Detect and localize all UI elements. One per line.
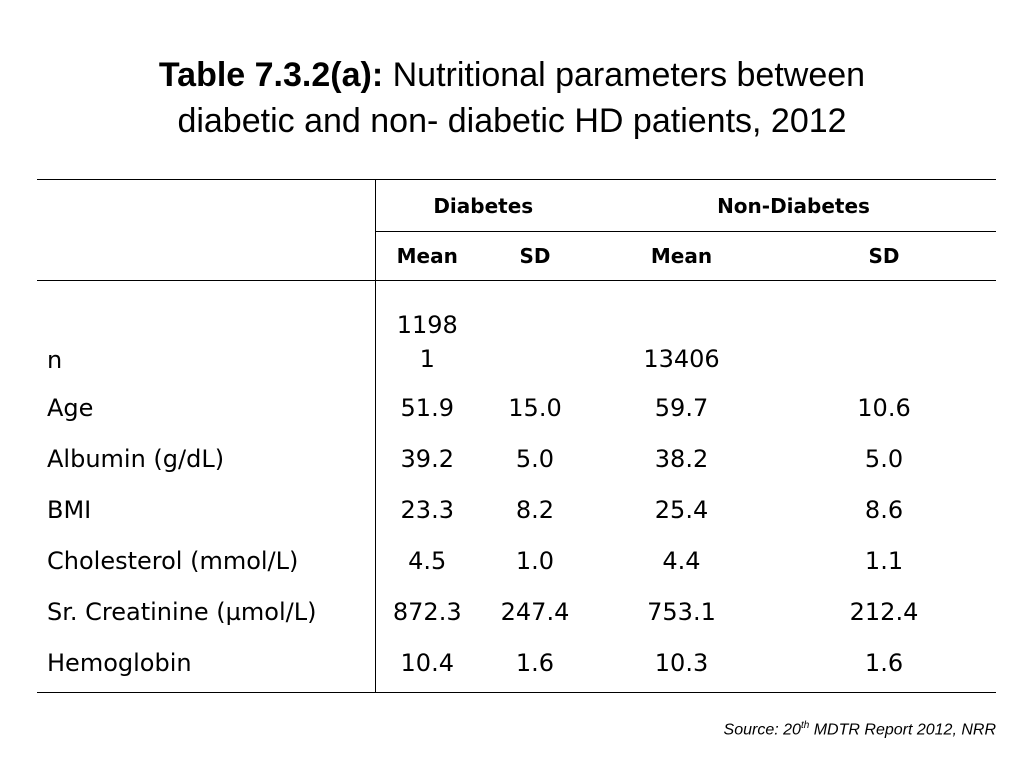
cell-diabetes-mean: 1198 1 [375,281,479,383]
subheader-non-diabetes-mean: Mean [650,244,713,268]
row-label: Albumin (g/dL) [37,433,376,484]
title-line1-rest: Nutritional parameters between [383,56,866,94]
cell-diabetes-mean-line1: 1198 [396,311,458,339]
title-line-2: diabetic and non- diabetic HD patients, … [177,102,847,140]
group-header-row: Diabetes Non-Diabetes [37,179,997,281]
cell-non-diabetes-sd: 212.4 [849,597,919,626]
table-body: n 1198 1 13406 Age 51.9 15.0 59.7 10.6 Al… [37,280,997,693]
row-label: Hemoglobin [37,637,376,693]
cell-diabetes-mean: 51.9 [400,393,454,422]
page-title: Table 7.3.2(a): Nutritional parameters b… [0,52,1024,144]
cell-non-diabetes-sd: 1.1 [864,546,904,575]
cell-diabetes-mean: 10.4 [400,648,454,677]
subheader-non-diabetes-sd: SD [868,244,900,268]
title-prefix: Table 7.3.2(a): [158,56,384,94]
cell-non-diabetes-sd: 1.6 [864,648,904,677]
cell-non-diabetes-sd: 5.0 [864,444,904,473]
cell-diabetes-sd: 247.4 [500,597,570,626]
cell-diabetes-mean: 872.3 [392,597,462,626]
table-row: Hemoglobin 10.4 1.6 10.3 1.6 [37,637,997,693]
table-row: Age 51.9 15.0 59.7 10.6 [37,382,996,433]
subheader-row: Mean SD Mean SD [37,232,997,281]
cell-diabetes-sd [479,281,591,383]
cell-diabetes-mean: 4.5 [408,546,447,575]
table-row: Sr. Creatinine (µmol/L) 872.3 247.4 753.… [37,586,996,637]
cell-non-diabetes-sd [772,281,996,383]
cell-non-diabetes-mean: 753.1 [647,597,716,626]
table-row: Albumin (g/dL) 39.2 5.0 38.2 5.0 [37,433,996,484]
row-label: Sr. Creatinine (µmol/L) [37,586,376,637]
cell-non-diabetes-mean: 10.3 [654,648,709,677]
group-header-diabetes: Diabetes [375,179,591,232]
source-after: MDTR Report 2012, NRR [809,721,996,739]
cell-diabetes-mean: 23.3 [400,495,454,524]
cell-non-diabetes-mean: 38.2 [654,444,709,473]
subheader-diabetes-sd: SD [519,244,551,268]
cell-diabetes-mean: 39.2 [400,444,454,473]
row-label: n [37,280,376,382]
cell-non-diabetes-sd: 10.6 [857,393,911,422]
group-header-non-diabetes: Non-Diabetes [591,179,997,232]
table-row: Cholesterol (mmol/L) 4.5 1.0 4.4 1.1 [37,535,996,586]
cell-diabetes-sd: 5.0 [515,444,555,473]
row-label: Age [37,382,376,433]
row-label: Cholesterol (mmol/L) [37,535,376,586]
cell-non-diabetes-mean: 25.4 [654,495,709,524]
title-line-1: Table 7.3.2(a): Nutritional parameters b… [0,52,1024,98]
source-superscript: th [800,720,810,731]
cell-non-diabetes-sd: 8.6 [864,495,904,524]
table-row-n: n 1198 1 13406 [37,280,996,383]
data-table-container: Diabetes Non-Diabetes Mean SD Mean SD n … [37,179,997,693]
cell-non-diabetes-mean: 4.4 [662,546,701,575]
row-label: BMI [37,484,376,535]
cell-non-diabetes-mean: 59.7 [654,393,709,422]
subheader-diabetes-mean: Mean [396,244,458,268]
table-header: Diabetes Non-Diabetes Mean SD Mean SD [37,179,997,281]
nutritional-parameters-table: Diabetes Non-Diabetes Mean SD Mean SD n … [37,179,997,693]
cell-diabetes-sd: 8.2 [515,495,555,524]
corner-cell [37,179,376,281]
source-before: Source: 20 [723,721,801,739]
source-note: Source: 20th MDTR Report 2012, NRR [724,720,996,739]
cell-diabetes-sd: 1.0 [515,546,555,575]
table-row: BMI 23.3 8.2 25.4 8.6 [37,484,996,535]
cell-diabetes-sd: 15.0 [508,393,562,422]
cell-non-diabetes-mean: 13406 [643,345,720,373]
cell-diabetes-sd: 1.6 [515,648,555,677]
cell-diabetes-mean-line2: 1 [419,345,435,373]
